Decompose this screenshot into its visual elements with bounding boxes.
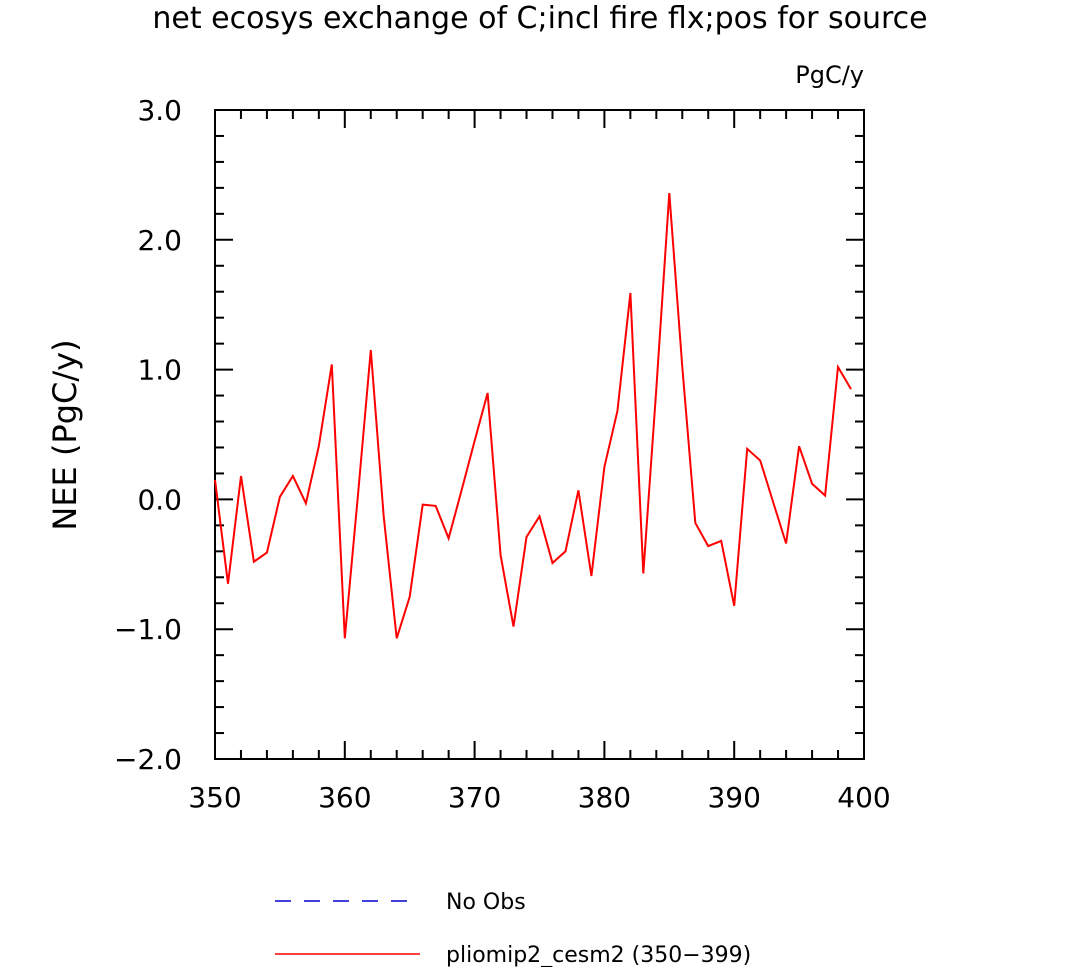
x-tick-label: 350 <box>188 781 241 814</box>
x-tick-label: 400 <box>837 781 890 814</box>
series-line <box>214 193 852 639</box>
x-tick-label: 390 <box>707 781 760 814</box>
units-label: PgC/y <box>795 61 864 89</box>
y-tick-label: 2.0 <box>137 224 182 257</box>
y-axis-label: NEE (PgC/y) <box>46 339 84 530</box>
plot-frame <box>214 109 865 760</box>
legend-label: No Obs <box>446 890 526 915</box>
y-tick-label: 0.0 <box>137 483 182 516</box>
y-tick-label: −1.0 <box>114 613 182 646</box>
x-tick-label: 380 <box>578 781 631 814</box>
x-tick-label: 370 <box>448 781 501 814</box>
y-tick-label: 1.0 <box>137 354 182 387</box>
x-tick-label: 360 <box>318 781 371 814</box>
y-tick-label: −2.0 <box>114 743 182 776</box>
chart-title: net ecosys exchange of C;incl fire flx;p… <box>152 1 927 36</box>
y-tick-label: 3.0 <box>137 94 182 127</box>
legend-label: pliomip2_cesm2 (350−399) <box>446 943 751 967</box>
